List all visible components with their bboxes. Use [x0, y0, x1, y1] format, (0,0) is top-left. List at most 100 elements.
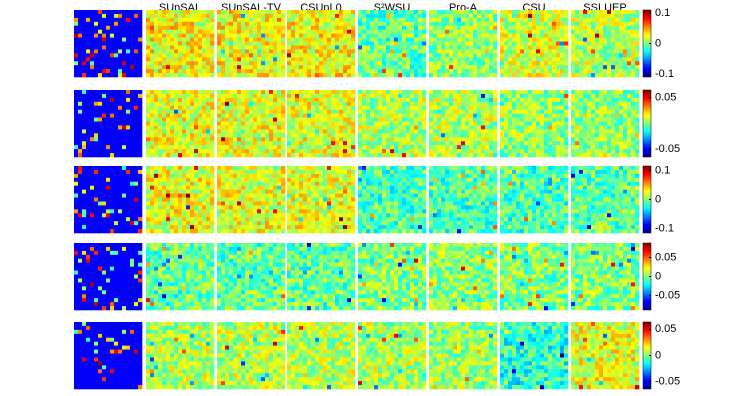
map-cell	[150, 42, 154, 46]
map-cell	[343, 42, 347, 46]
map-cell	[241, 125, 245, 129]
map-cell	[631, 14, 635, 18]
map-cell	[536, 122, 540, 126]
map-cell	[74, 209, 78, 213]
map-cell	[299, 34, 303, 38]
map-cell	[299, 98, 303, 102]
map-cell	[331, 102, 335, 106]
map-cell	[74, 34, 78, 38]
map-cell	[94, 186, 98, 190]
map-cell	[277, 26, 281, 30]
map-cell	[627, 141, 631, 145]
map-cell	[150, 61, 154, 65]
map-cell	[595, 73, 599, 77]
map-cell	[579, 42, 583, 46]
map-cell	[78, 34, 82, 38]
map-cell	[631, 42, 635, 46]
map-cell	[536, 153, 540, 157]
map-cell	[532, 53, 536, 57]
map-cell	[493, 122, 497, 126]
map-cell	[422, 145, 426, 149]
map-cell	[138, 90, 142, 94]
map-cell	[465, 14, 469, 18]
map-cell	[599, 14, 603, 18]
map-cell	[524, 133, 528, 137]
map-cell	[449, 98, 453, 102]
map-cell	[374, 14, 378, 18]
map-cell	[229, 26, 233, 30]
map-cell	[599, 133, 603, 137]
map-cell	[406, 73, 410, 77]
map-cell	[481, 53, 485, 57]
map-cell	[556, 145, 560, 149]
map-cell	[611, 53, 615, 57]
map-cell	[170, 90, 174, 94]
map-cell	[449, 73, 453, 77]
map-cell	[277, 141, 281, 145]
map-cell	[422, 26, 426, 30]
map-cell	[481, 90, 485, 94]
map-cell	[162, 114, 166, 118]
map-cell	[198, 141, 202, 145]
map-cell	[90, 213, 94, 217]
map-cell	[564, 102, 568, 106]
map-cell	[351, 122, 355, 126]
map-cell	[347, 65, 351, 69]
map-cell	[524, 38, 528, 42]
map-cell	[162, 106, 166, 110]
map-cell	[473, 38, 477, 42]
map-cell	[134, 42, 138, 46]
map-cell	[269, 45, 273, 49]
map-cell	[520, 38, 524, 42]
map-cell	[178, 18, 182, 22]
map-cell	[118, 34, 122, 38]
map-cell	[571, 22, 575, 26]
map-cell	[303, 118, 307, 122]
map-cell	[552, 61, 556, 65]
map-cell	[556, 90, 560, 94]
map-cell	[138, 174, 142, 178]
map-cell	[114, 34, 118, 38]
map-cell	[524, 98, 528, 102]
map-cell	[206, 118, 210, 122]
map-cell	[335, 118, 339, 122]
map-cell	[579, 53, 583, 57]
map-cell	[571, 26, 575, 30]
map-cell	[528, 125, 532, 129]
map-cell	[277, 90, 281, 94]
map-cell	[528, 141, 532, 145]
map-cell	[253, 73, 257, 77]
map-cell	[358, 38, 362, 42]
map-cell	[225, 114, 229, 118]
map-cell	[150, 129, 154, 133]
map-cell	[599, 26, 603, 30]
map-cell	[241, 26, 245, 30]
map-cell	[217, 38, 221, 42]
map-cell	[477, 42, 481, 46]
map-cell	[351, 30, 355, 34]
map-cell	[453, 122, 457, 126]
map-cell	[126, 110, 130, 114]
map-cell	[249, 90, 253, 94]
map-cell	[303, 53, 307, 57]
map-cell	[390, 61, 394, 65]
map-cell	[202, 94, 206, 98]
map-cell	[126, 122, 130, 126]
map-cell	[366, 145, 370, 149]
map-cell	[548, 145, 552, 149]
map-cell	[374, 145, 378, 149]
map-cell	[402, 69, 406, 73]
map-cell	[351, 69, 355, 73]
map-cell	[98, 198, 102, 202]
map-cell	[366, 57, 370, 61]
map-cell	[277, 125, 281, 129]
map-cell	[114, 38, 118, 42]
map-cell	[122, 141, 126, 145]
map-cell	[86, 201, 90, 205]
map-cell	[627, 18, 631, 22]
map-cell	[114, 69, 118, 73]
map-cell	[410, 57, 414, 61]
map-cell	[229, 110, 233, 114]
map-cell	[528, 49, 532, 53]
map-cell	[414, 145, 418, 149]
